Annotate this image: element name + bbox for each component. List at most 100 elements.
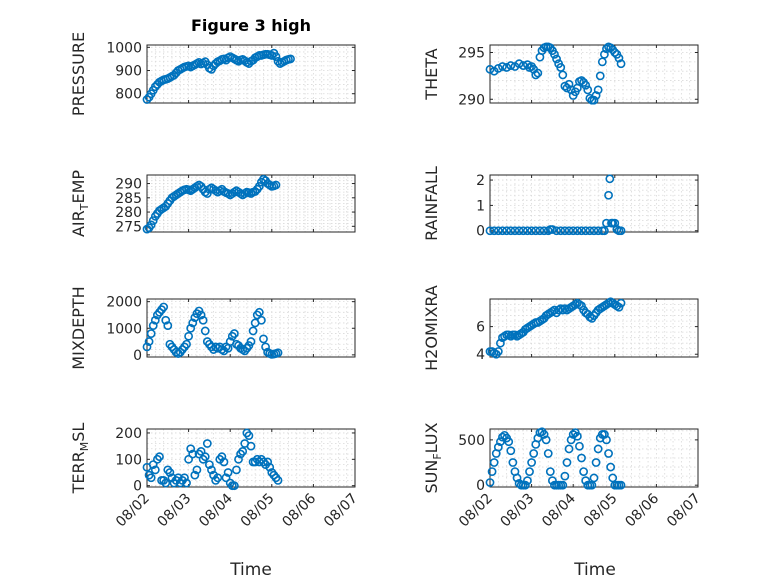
axes-frame [489,298,699,358]
y-axis-label: AIRTEMP [69,170,91,237]
data-point [485,478,495,487]
x-tick-label: 08/06 [622,490,662,530]
data-point [182,339,191,349]
data-point [506,61,516,70]
data-point [550,49,559,59]
data-point [487,467,497,476]
data-point [256,315,266,325]
data-point [267,51,277,60]
subplot-terr-msl: 0 100 200 08/02 08/03 08/04 08/05 08/06 08/07 TER… [69,423,361,531]
subplot-rainfall: 0 1 2 RAINFALL [422,166,699,241]
data-point [229,329,239,338]
x-tick-label: 08/02 [456,491,496,531]
data-point [232,465,241,475]
data-point [527,458,536,467]
data-point [182,478,191,488]
x-tick-label: 08/05 [581,491,621,531]
data-point [261,342,270,352]
data-point [610,48,620,57]
data-point [250,187,260,196]
data-point [616,226,626,236]
data-point [585,226,595,236]
data-point [200,326,210,336]
data-point [146,220,156,230]
y-axis-label: PRESSURE [69,32,88,116]
data-point [510,226,520,236]
data-point [204,460,214,469]
data-point [502,63,512,72]
data-point [200,452,210,462]
data-point [286,54,295,64]
data-point [508,458,518,467]
data-point [556,63,566,72]
data-point [198,315,208,325]
data-point [593,444,603,454]
data-point [556,226,566,236]
y-axis-label: TERRMSL [69,423,91,495]
data-point [602,218,611,228]
y-tick-label: 900 [115,64,142,80]
data-point [146,329,156,338]
data-point [593,85,603,95]
y-axis-label: H2OMIXRA [422,285,441,371]
data-point [514,59,524,69]
data-point [148,321,158,331]
data-point [506,446,516,456]
data-point [489,226,499,236]
data-point [531,226,541,236]
subplot-sun-flux: 0 500 08/02 08/03 08/04 08/05 08/06 08/07 SUNFLU… [422,422,704,530]
plot-area [489,174,699,233]
data-point [591,458,601,467]
data-point [581,226,591,236]
data-point [163,321,173,331]
data-point [259,334,268,344]
data-point [545,467,555,476]
data-point [221,473,231,483]
x-tick-label: 08/06 [279,490,319,530]
y-tick-label: 1000 [106,40,142,56]
data-point [523,476,532,486]
figure-title: Figure 3 high [191,16,311,35]
data-point [498,432,507,442]
data-point [180,473,189,483]
data-point [564,226,574,236]
data-point [606,462,616,472]
data-point [568,430,578,439]
data-point [568,226,578,236]
y-tick-label: 285 [115,191,142,207]
subplot-h2omixra: 4 6 H2OMIXRA [422,285,699,371]
data-point [485,226,495,236]
data-point [219,457,229,467]
data-point [223,468,233,477]
data-point [589,473,599,483]
data-point [190,470,200,480]
data-point [591,91,601,100]
x-tick-label: 08/04 [196,490,236,530]
x-tick-label: 08/07 [664,491,704,531]
y-tick-label: 200 [115,426,142,442]
data-point [558,480,568,490]
data-point [246,337,256,346]
x-tick-label: 08/07 [321,491,361,531]
data-point [495,437,505,447]
y-tick-label: 295 [458,45,485,61]
data-point [271,180,281,190]
data-point [196,310,206,320]
data-point [202,189,212,198]
data-point [560,471,570,481]
data-point [192,465,202,475]
data-point [254,181,264,191]
data-point [144,337,154,346]
data-point [150,315,160,325]
y-tick-label: 2 [476,173,485,189]
data-point [234,454,243,464]
data-point [142,95,152,104]
axes-frame [146,44,356,104]
axes-frame [146,428,356,488]
data-point [520,480,530,490]
data-point [493,442,503,452]
x-tick-label: 08/05 [238,491,278,531]
data-point [533,68,543,78]
data-point [614,53,624,63]
